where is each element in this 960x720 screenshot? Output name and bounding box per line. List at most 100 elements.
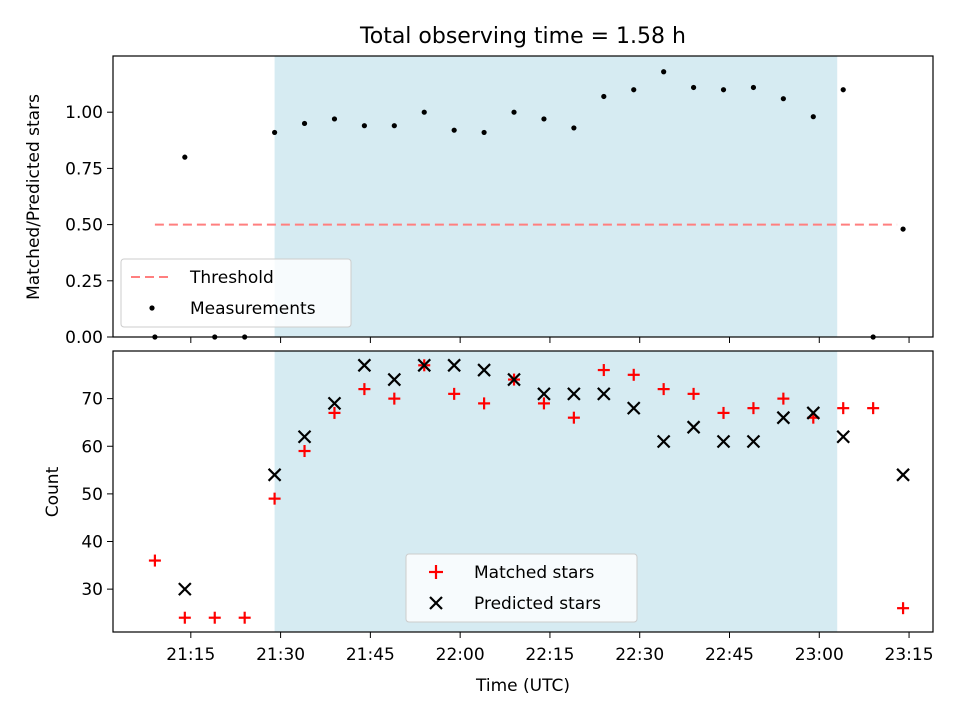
measurement-point [661,69,667,75]
top-x-ticks [190,337,910,343]
predicted-star-point [387,372,402,387]
bottom-y-tick-label: 40 [81,533,103,553]
measurement-point [900,226,906,232]
predicted-star-point [597,387,611,401]
matched-star-point [687,387,700,400]
bottom-x-tick-label: 22:15 [525,645,574,665]
measurement-point [272,129,278,136]
bottom-x-tick-label: 21:15 [166,645,215,665]
measurement-point [301,120,308,127]
bottom-x-tick-label: 22:30 [615,645,664,665]
measurement-point [421,109,427,115]
measurement-point [391,123,397,129]
top-y-axis-label: Matched/Predicted stars [24,94,44,300]
matched-star-point [597,364,610,377]
predicted-star-point [716,434,731,449]
predicted-star-point [477,363,491,377]
bottom-panel: 30 40 50 60 70 21:15 21:30 21:45 22:00 22:15 22:3… [43,350,934,696]
legend-threshold-label: Threshold [189,268,274,288]
top-y-tick-label: 0.25 [65,272,103,292]
predicted-star-point [686,420,701,434]
top-axes-frame [112,55,934,338]
top-legend-box [120,258,352,328]
predicted-star-point [567,387,581,401]
matched-star-point [328,406,341,419]
measurement-point [720,87,727,93]
matched-star-point [208,611,221,624]
bottom-y-tick-label: 60 [81,437,103,457]
legend-predicted-swatch [429,596,443,610]
bottom-axes-frame [112,350,934,633]
matched-star-point [867,402,880,415]
predicted-star-point [417,358,432,373]
bottom-y-axis-label: Count [43,466,63,517]
predicted-star-point [746,434,761,449]
bottom-x-tick-label: 23:15 [885,645,934,665]
top-shaded-span [274,56,838,337]
predicted-star-point [447,358,461,373]
measurement-point [541,116,547,122]
top-y-tick-label: 0.75 [65,159,103,179]
bottom-x-tick-label: 21:30 [256,645,305,665]
bottom-y-tick-label: 30 [81,580,103,600]
predicted-star-point [806,406,821,420]
matched-star-point [238,611,251,624]
matched-star-point [837,402,850,415]
predicted-star-point [507,372,521,387]
measurement-points [152,69,906,340]
matched-star-point [478,397,491,410]
measurement-point [780,96,786,102]
matched-star-point [178,611,191,624]
matched-star-point [358,383,371,396]
predicted-star-point [626,401,641,415]
measurement-point [750,84,757,91]
predicted-star-point [836,429,850,444]
matched-star-point [657,383,670,396]
bottom-x-tick-label: 22:45 [705,645,754,665]
predicted-star-point [776,410,791,425]
measurement-point [481,129,487,136]
predicted-star-point [537,387,551,401]
matched-star-point [268,492,281,505]
top-legend: Threshold Measurements [120,258,352,328]
legend-measurements-label: Measurements [190,299,316,319]
legend-predicted-label: Predicted stars [474,594,601,614]
top-panel: 0.00 0.25 0.50 0.75 1.00 Total observing tim… [24,24,934,348]
bottom-legend: Matched stars Predicted stars [405,553,638,623]
measurement-point [361,123,367,129]
measurement-point [451,127,457,133]
bottom-x-tick-label: 21:45 [346,645,395,665]
top-y-tick-label: 0.00 [65,328,103,348]
measurement-point [182,154,188,160]
measurement-point [840,87,846,93]
legend-matched-label: Matched stars [474,563,594,583]
top-y-tick-label: 1.00 [65,103,103,123]
matched-star-point [747,402,760,415]
legend-measurements-swatch [149,305,155,311]
bottom-y-tick-label: 70 [81,390,103,410]
legend-matched-swatch [429,565,443,579]
bottom-legend-box [405,553,638,623]
predicted-star-point [267,468,282,482]
matched-star-point [777,392,790,405]
predicted-star-point [178,582,192,596]
measurement-point [571,125,577,131]
predicted-star-point [656,434,671,449]
measurement-point [511,109,517,115]
predicted-star-point [297,429,312,444]
measurement-point [601,93,607,100]
predicted-star-point [357,358,372,373]
predicted-star-point [327,396,342,411]
x-axis-label: Time (UTC) [475,676,570,696]
measurement-point [690,84,697,91]
top-y-ticks: 0.00 0.25 0.50 0.75 1.00 [65,103,113,348]
predicted-star-point [896,468,910,482]
matched-star-point [717,406,730,419]
matched-star-point [448,387,461,400]
bottom-y-ticks: 30 40 50 60 70 [81,390,113,600]
matched-star-point [627,368,640,381]
measurement-point [331,116,338,122]
matched-star-point [388,392,401,405]
measurement-point [631,87,637,93]
